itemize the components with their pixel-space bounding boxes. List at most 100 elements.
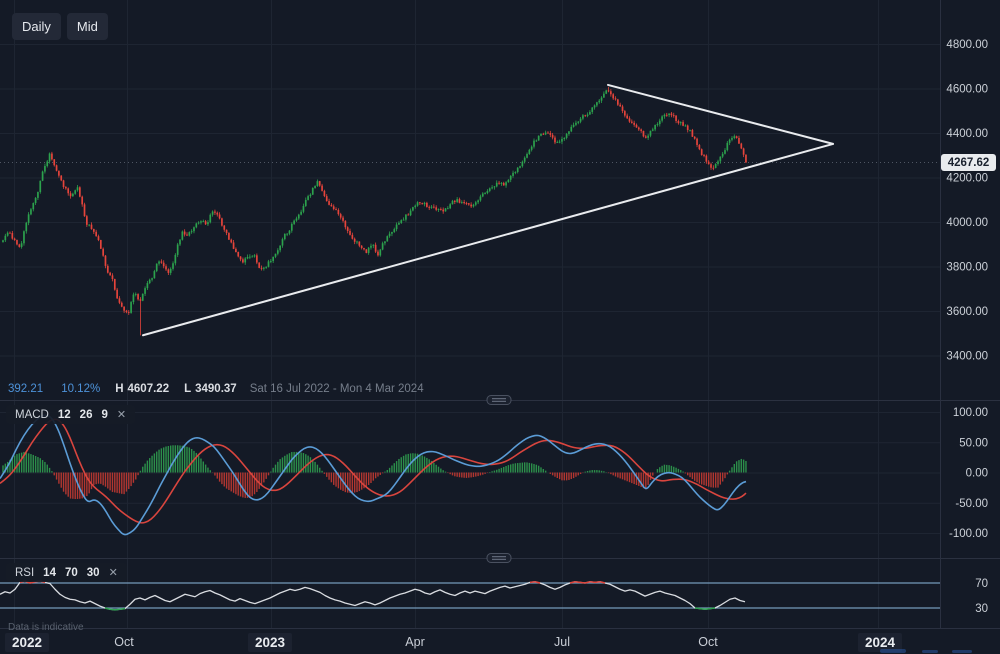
candle-body bbox=[51, 153, 53, 160]
rsi-threshold-segment bbox=[574, 581, 581, 584]
candle-body bbox=[565, 133, 568, 138]
macd-histogram-bar bbox=[360, 472, 363, 490]
candle-body bbox=[193, 227, 195, 232]
candle-body bbox=[181, 231, 184, 240]
candle-body bbox=[370, 245, 372, 248]
candle-body bbox=[367, 247, 370, 253]
candle-body bbox=[153, 271, 156, 279]
rsi-threshold-segment bbox=[109, 608, 116, 611]
macd-histogram-bar bbox=[579, 472, 582, 475]
macd-histogram-bar bbox=[67, 472, 69, 497]
candle-body bbox=[76, 187, 79, 191]
macd-histogram-bar bbox=[535, 464, 538, 473]
trendline[interactable] bbox=[142, 142, 834, 337]
macd-histogram-bar bbox=[62, 472, 65, 492]
candle-body bbox=[244, 258, 247, 263]
macd-histogram-bar bbox=[398, 458, 400, 473]
candle-body bbox=[232, 242, 235, 249]
candle-body bbox=[363, 248, 365, 250]
candle-body bbox=[360, 245, 363, 249]
candle-body bbox=[742, 148, 745, 155]
macd-histogram-bar bbox=[135, 472, 137, 480]
macd-histogram-bar bbox=[172, 445, 174, 473]
candle-body bbox=[386, 236, 389, 242]
macd-histogram-bar bbox=[295, 451, 298, 473]
candle-body bbox=[335, 209, 337, 211]
macd-histogram-bar bbox=[505, 466, 507, 473]
candle-body bbox=[707, 161, 710, 165]
macd-histogram-bar bbox=[661, 465, 663, 473]
macd-histogram-bar bbox=[16, 454, 18, 473]
macd-histogram-bar bbox=[263, 472, 265, 483]
candle-body bbox=[388, 233, 391, 237]
macd-histogram-bar bbox=[596, 470, 598, 473]
macd-histogram-bar bbox=[79, 472, 81, 499]
macd-histogram-bar bbox=[225, 472, 228, 489]
macd-histogram-bar bbox=[663, 464, 666, 473]
macd-param-fast: 12 bbox=[57, 408, 71, 421]
candle-body bbox=[537, 135, 540, 141]
macd-histogram-bar bbox=[53, 472, 55, 476]
candle-body bbox=[435, 207, 438, 210]
candle-body bbox=[223, 225, 226, 230]
candle-body bbox=[728, 139, 731, 143]
candle-body bbox=[120, 302, 123, 307]
macd-histogram-bar bbox=[128, 472, 130, 489]
candle-body bbox=[20, 243, 23, 247]
macd-histogram-bar bbox=[142, 466, 144, 473]
macd-histogram-bar bbox=[570, 472, 572, 480]
candle-body bbox=[626, 115, 629, 119]
trendline[interactable] bbox=[607, 83, 834, 145]
macd-histogram-bar bbox=[395, 461, 398, 473]
candle-body bbox=[6, 232, 9, 236]
candle-body bbox=[79, 187, 81, 197]
macd-histogram-bar bbox=[30, 454, 32, 473]
candle-body bbox=[735, 136, 738, 138]
candle-body bbox=[130, 302, 132, 313]
macd-close-icon[interactable]: ✕ bbox=[116, 409, 127, 421]
macd-histogram-bar bbox=[645, 472, 647, 490]
macd-histogram-bar bbox=[144, 463, 146, 473]
price-axis-label: 3600.00 bbox=[946, 306, 988, 318]
candle-body bbox=[290, 223, 293, 231]
candle-body bbox=[570, 126, 573, 132]
pane-resize-handle[interactable] bbox=[486, 395, 512, 405]
macd-histogram-bar bbox=[2, 465, 4, 473]
candle-body bbox=[530, 146, 533, 150]
candle-body bbox=[167, 269, 170, 273]
macd-histogram-bar bbox=[419, 454, 421, 473]
candle-body bbox=[295, 218, 298, 221]
candle-body bbox=[183, 231, 186, 235]
candle-body bbox=[621, 106, 624, 112]
rsi-threshold-segment bbox=[594, 581, 601, 584]
macd-histogram-bar bbox=[703, 472, 705, 486]
candle-body bbox=[535, 140, 538, 142]
pane-resize-handle[interactable] bbox=[486, 553, 512, 563]
macd-indicator-legend[interactable]: MACD 12 26 9 ✕ bbox=[6, 405, 136, 424]
interval-daily-button[interactable]: Daily bbox=[12, 13, 61, 40]
rsi-close-icon[interactable]: ✕ bbox=[108, 567, 118, 579]
rsi-indicator-legend[interactable]: RSI 14 70 30 ✕ bbox=[6, 563, 127, 582]
macd-histogram-bar bbox=[610, 472, 612, 475]
macd-histogram-bar bbox=[393, 463, 395, 473]
macd-histogram-bar bbox=[305, 454, 307, 473]
macd-histogram-bar bbox=[687, 472, 689, 476]
rsi-threshold-segment bbox=[104, 607, 111, 610]
candle-body bbox=[603, 93, 605, 98]
candle-body bbox=[197, 222, 200, 224]
macd-histogram-bar bbox=[367, 472, 370, 485]
candle-body bbox=[48, 153, 51, 162]
candle-body bbox=[731, 137, 733, 140]
macd-histogram-bar bbox=[724, 472, 726, 479]
macd-histogram-bar bbox=[370, 472, 372, 484]
macd-histogram-bar bbox=[584, 471, 586, 473]
candle-body bbox=[53, 159, 56, 166]
macd-histogram-bar bbox=[46, 464, 48, 473]
macd-histogram-bar bbox=[458, 472, 461, 478]
candle-body bbox=[519, 166, 521, 168]
interval-mid-button[interactable]: Mid bbox=[66, 13, 108, 40]
macd-histogram-bar bbox=[293, 451, 295, 473]
macd-histogram-bar bbox=[214, 472, 216, 476]
